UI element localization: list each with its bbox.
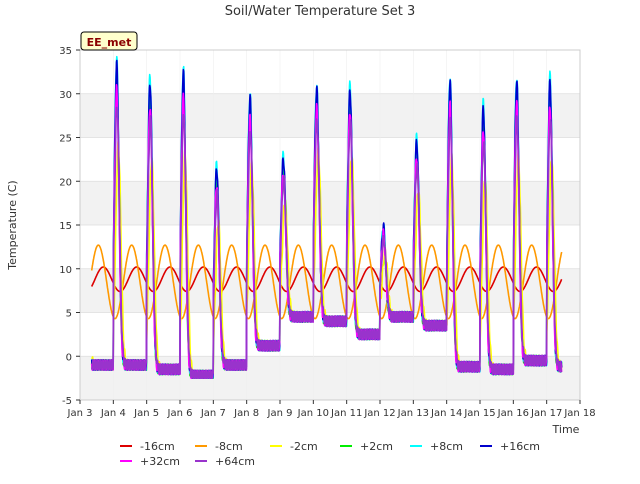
x-axis-label: Time bbox=[552, 423, 580, 436]
legend-label: -8cm bbox=[215, 440, 243, 453]
badge-box bbox=[80, 31, 138, 51]
x-tick-label: Jan 11 bbox=[330, 408, 362, 419]
y-axis-label: Temperature (C) bbox=[6, 180, 19, 270]
legend-label: +2cm bbox=[360, 440, 393, 453]
y-tick-label: 35 bbox=[59, 46, 72, 57]
badge-text: EE_met bbox=[87, 36, 132, 49]
x-tick-label: Jan 6 bbox=[167, 408, 193, 419]
x-tick-label: Jan 3 bbox=[67, 408, 93, 419]
x-tick-label: Jan 8 bbox=[233, 408, 259, 419]
x-tick-label: Jan 16 bbox=[497, 408, 529, 419]
y-tick-label: 10 bbox=[59, 265, 72, 276]
y-tick-label: 15 bbox=[59, 221, 72, 232]
legend-label: +8cm bbox=[430, 440, 463, 453]
legend: -16cm -8cm -2cm +2cm +8cm +16cm +32cm +64cm bbox=[120, 440, 540, 468]
x-tick-label: Jan 13 bbox=[397, 408, 429, 419]
y-tick-label: 25 bbox=[59, 134, 72, 145]
x-tick-label: Jan 9 bbox=[267, 408, 293, 419]
plot-band bbox=[80, 356, 580, 400]
legend-label: -16cm bbox=[140, 440, 175, 453]
x-tick-label: Jan 17 bbox=[530, 408, 562, 419]
y-tick-label: 5 bbox=[66, 309, 72, 320]
x-tick-label: Jan 12 bbox=[363, 408, 395, 419]
x-tick-labels: Jan 3 Jan 4 Jan 5 Jan 6 Jan 7 Jan 8 Jan 9 Jan 1… bbox=[67, 400, 596, 419]
series-line-16cm bbox=[90, 266, 563, 293]
x-tick-label: Jan 7 bbox=[200, 408, 226, 419]
y-tick-label: 20 bbox=[59, 177, 72, 188]
chart-title: Soil/Water Temperature Set 3 bbox=[225, 4, 416, 19]
legend-label: +32cm bbox=[140, 455, 180, 468]
x-tick-label: Jan 18 bbox=[563, 408, 595, 419]
plot-band bbox=[80, 93, 580, 138]
plot-band bbox=[80, 181, 580, 225]
x-tick-label: Jan 10 bbox=[297, 408, 329, 419]
series-line-64cm bbox=[90, 106, 563, 379]
legend-label: +16cm bbox=[500, 440, 540, 453]
series-line-8cm bbox=[90, 244, 563, 320]
x-tick-label: Jan 5 bbox=[133, 408, 159, 419]
legend-label: -2cm bbox=[290, 440, 318, 453]
y-tick-label: 0 bbox=[66, 352, 72, 363]
x-tick-label: Jan 14 bbox=[430, 408, 462, 419]
legend-label: +64cm bbox=[215, 455, 255, 468]
x-tick-label: Jan 4 bbox=[100, 408, 126, 419]
y-tick-label: -5 bbox=[62, 396, 72, 407]
y-tick-label: 30 bbox=[59, 90, 72, 101]
badge: EE_met bbox=[80, 31, 138, 51]
x-tick-label: Jan 15 bbox=[463, 408, 495, 419]
y-tick-labels: -5 0 5 10 15 20 25 30 35 bbox=[59, 46, 80, 407]
series-lines bbox=[90, 55, 563, 379]
